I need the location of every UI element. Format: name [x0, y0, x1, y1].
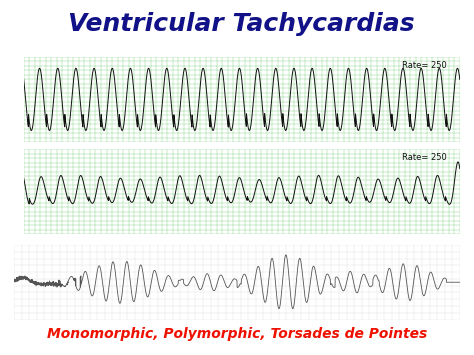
- Text: Ventricular Tachycardias: Ventricular Tachycardias: [68, 12, 415, 37]
- Text: Rate= 250: Rate= 250: [402, 61, 447, 70]
- Text: Monomorphic, Polymorphic, Torsades de Pointes: Monomorphic, Polymorphic, Torsades de Po…: [47, 327, 427, 341]
- Text: Rate= 250: Rate= 250: [402, 153, 447, 162]
